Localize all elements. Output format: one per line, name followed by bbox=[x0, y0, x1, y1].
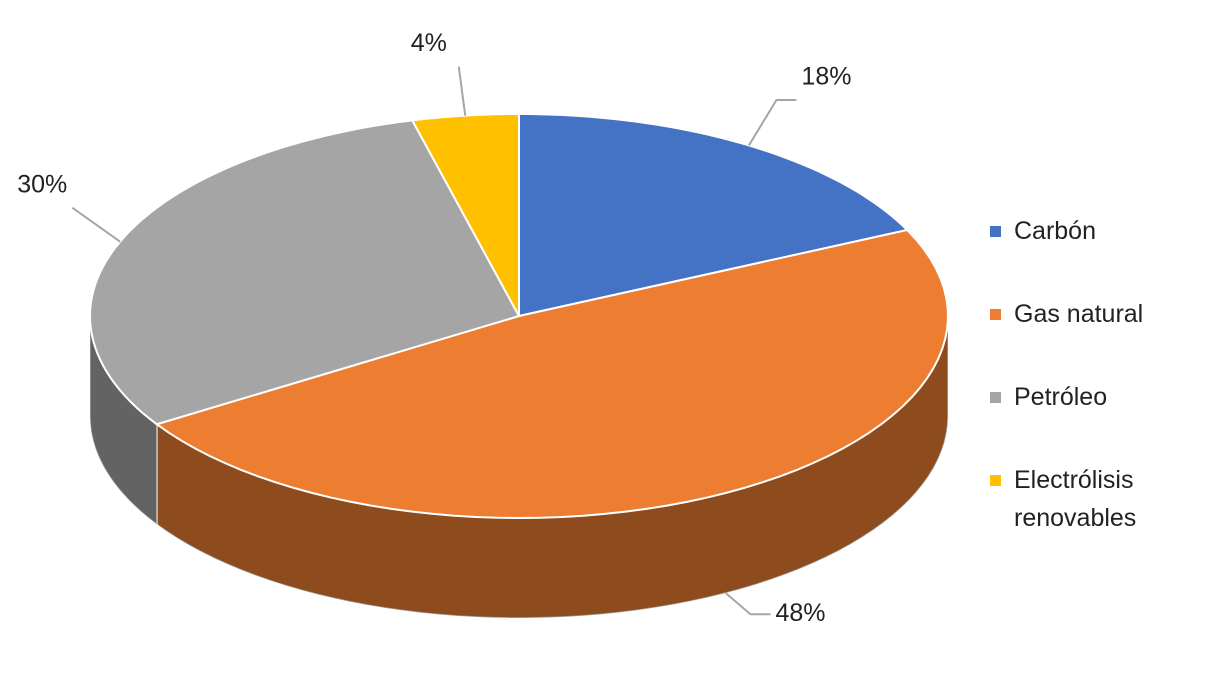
legend-label: Electrólisis renovables bbox=[1014, 466, 1137, 532]
data-label: 18% bbox=[801, 63, 851, 91]
legend-item: Gas natural bbox=[990, 295, 1184, 333]
leader-line bbox=[71, 206, 121, 243]
legend-swatch bbox=[990, 392, 1001, 403]
legend: Carbón Gas natural Petróleo Electrólisis re… bbox=[990, 212, 1190, 582]
data-label: 48% bbox=[775, 599, 825, 627]
legend-item: Petróleo bbox=[990, 378, 1184, 416]
leader-line bbox=[457, 66, 467, 116]
data-label: 4% bbox=[411, 29, 447, 57]
slice-side-shade bbox=[90, 316, 157, 525]
legend-item: Electrólisis renovables bbox=[990, 461, 1184, 537]
legend-swatch bbox=[990, 475, 1001, 486]
leader-line bbox=[725, 592, 771, 616]
data-label: 30% bbox=[17, 170, 67, 198]
legend-label: Petróleo bbox=[1014, 383, 1108, 411]
slice bbox=[518, 112, 910, 318]
legend-item: Carbón bbox=[990, 212, 1184, 250]
legend-label: Carbón bbox=[1014, 217, 1096, 245]
slice-side-shade bbox=[156, 316, 948, 618]
legend-swatch bbox=[990, 226, 1001, 237]
legend-swatch bbox=[990, 309, 1001, 320]
slice bbox=[154, 228, 949, 520]
slice bbox=[410, 112, 520, 317]
leader-line bbox=[748, 98, 797, 146]
legend-label: Gas natural bbox=[1014, 300, 1144, 328]
slice bbox=[88, 119, 521, 426]
